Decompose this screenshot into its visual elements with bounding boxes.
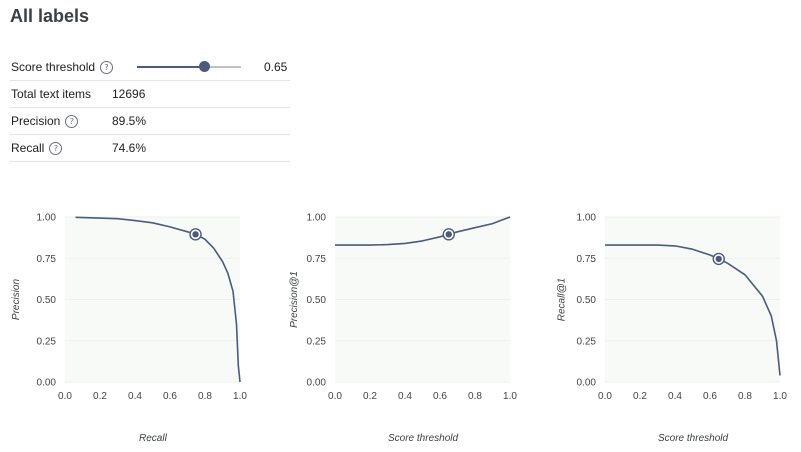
question-circle-icon[interactable]: ?	[100, 60, 114, 74]
score-threshold-row: Score threshold ? 0.65	[10, 54, 290, 81]
x-tick-label: 1.0	[233, 391, 247, 402]
y-tick-label: 0.75	[577, 254, 597, 265]
score-threshold-label: Score threshold ?	[11, 60, 114, 74]
x-tick-label: 1.0	[503, 391, 517, 402]
recall-text: Recall	[11, 141, 45, 155]
x-tick-label: 0.8	[738, 391, 752, 402]
y-tick-label: 0.00	[37, 378, 57, 389]
total-text-items-row: Total text items 12696	[10, 81, 290, 108]
y-tick-label: 0.50	[307, 295, 327, 306]
x-tick-label: 0.6	[433, 391, 447, 402]
x-tick-label: 0.2	[633, 391, 647, 402]
question-circle-icon[interactable]: ?	[49, 141, 63, 155]
y-axis-label: Precision@1	[288, 271, 300, 328]
precision-text: Precision	[11, 114, 61, 128]
slider-fill	[137, 66, 205, 68]
x-tick-label: 0.4	[668, 391, 682, 402]
y-tick-label: 0.75	[307, 254, 327, 265]
precision-value: 89.5%	[112, 114, 147, 128]
x-axis-label: Score threshold	[658, 433, 729, 444]
page-title: All labels	[10, 6, 90, 26]
y-tick-label: 0.25	[307, 336, 327, 347]
x-tick-label: 0.0	[58, 391, 72, 402]
y-tick-label: 1.00	[37, 213, 57, 224]
score-threshold-slider[interactable]	[137, 61, 241, 73]
threshold-marker	[192, 231, 199, 238]
x-tick-label: 0.4	[398, 391, 412, 402]
x-tick-label: 0.8	[198, 391, 212, 402]
y-tick-label: 0.25	[577, 336, 597, 347]
precision-recall-chart: 0.00 0.25 0.50 0.75 1.00 0.0 0.2 0.4 0.6 0.8 1.0 P…	[10, 190, 247, 450]
question-circle-icon[interactable]: ?	[65, 114, 79, 128]
y-tick-label: 1.00	[577, 213, 597, 224]
y-tick-label: 0.50	[37, 295, 57, 306]
x-tick-label: 0.4	[128, 391, 142, 402]
y-axis-label: Recall@1	[556, 277, 568, 322]
y-tick-label: 0.50	[577, 295, 597, 306]
x-tick-label: 0.0	[598, 391, 612, 402]
score-threshold-text: Score threshold	[11, 60, 96, 74]
precision-label: Precision ?	[11, 114, 79, 128]
x-tick-label: 0.0	[328, 391, 342, 402]
total-text-items-text: Total text items	[11, 87, 92, 101]
x-tick-label: 1.0	[773, 391, 787, 402]
y-tick-label: 1.00	[307, 213, 327, 224]
precision-row: Precision ? 89.5%	[10, 108, 290, 135]
x-tick-label: 0.8	[468, 391, 482, 402]
threshold-marker	[715, 255, 722, 263]
total-text-items-label: Total text items	[11, 87, 91, 101]
score-threshold-value: 0.65	[264, 60, 288, 74]
x-tick-label: 0.2	[363, 391, 377, 402]
recall-value: 74.6%	[112, 141, 147, 155]
y-tick-label: 0.25	[37, 336, 57, 347]
y-tick-label: 0.75	[37, 254, 57, 265]
series-line	[335, 216, 511, 246]
threshold-marker	[445, 231, 452, 238]
metrics-table: Score threshold ? 0.65 Total text items …	[10, 54, 290, 162]
recall-row: Recall ? 74.6%	[10, 135, 290, 162]
y-tick-label: 0.00	[577, 378, 597, 389]
recall-threshold-chart: 0.00 0.25 0.50 0.75 1.00 0.0 0.2 0.4 0.6 0.8 1.0 R…	[550, 190, 787, 450]
slider-thumb[interactable]	[199, 61, 211, 72]
recall-label: Recall ?	[11, 141, 63, 155]
y-tick-label: 0.00	[307, 378, 327, 389]
y-axis-label: Precision	[11, 278, 23, 321]
x-axis-label: Score threshold	[388, 433, 459, 444]
total-text-items-value: 12696	[112, 87, 146, 101]
chart-svg: 0.00 0.25 0.50 0.75 1.00 0.0 0.2 0.4 0.6 0.8 1.0	[577, 213, 788, 403]
x-tick-label: 0.2	[93, 391, 107, 402]
precision-threshold-chart: 0.00 0.25 0.50 0.75 1.00 0.0 0.2 0.4 0.6 0.8 1.0 P…	[280, 190, 517, 450]
x-tick-label: 0.6	[163, 391, 177, 402]
chart-svg: 0.00 0.25 0.50 0.75 1.00 0.0 0.2 0.4 0.6 0.8 1.0	[307, 213, 518, 403]
chart-svg: 0.00 0.25 0.50 0.75 1.00 0.0 0.2 0.4 0.6 0.8 1.0	[37, 213, 248, 403]
x-axis-label: Recall	[139, 433, 167, 444]
x-tick-label: 0.6	[703, 391, 717, 402]
